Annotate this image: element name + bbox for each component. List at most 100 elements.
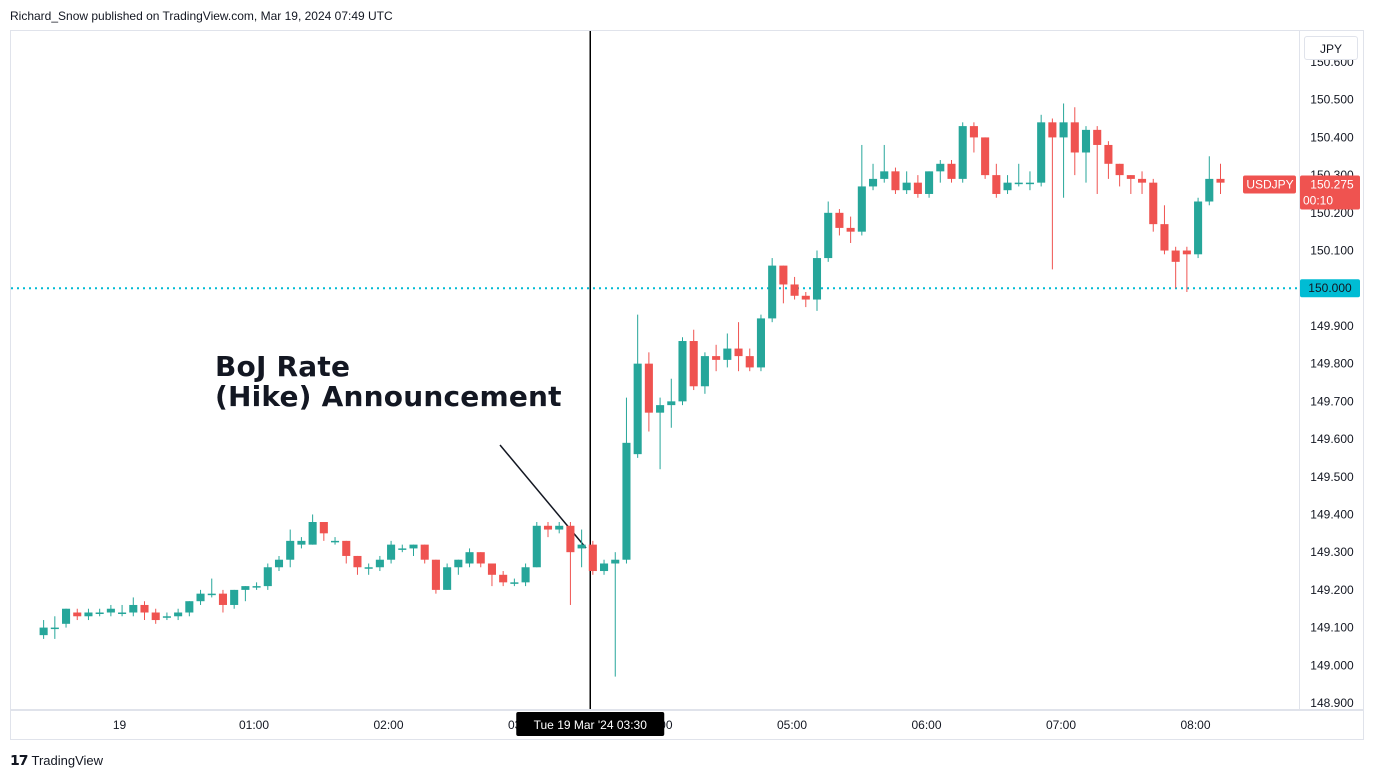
candle-body [902, 182, 911, 191]
candle-body [420, 544, 429, 560]
time-tick-label: 06:00 [911, 718, 941, 732]
candle-body [353, 555, 362, 568]
candle-body [678, 341, 687, 402]
candle-body [880, 171, 889, 179]
footer-brand[interactable]: 𝟭𝟳 TradingView [10, 752, 103, 769]
candle-body [443, 567, 452, 590]
candle-body [857, 186, 866, 232]
candle-body [689, 341, 698, 387]
price-axis[interactable] [1299, 30, 1364, 710]
candle-body [835, 212, 844, 228]
last-price-label: 150.275 [1310, 178, 1354, 192]
candle-body [398, 548, 407, 550]
candle-body [656, 405, 665, 413]
candle-body [1216, 178, 1225, 183]
candle-body [95, 612, 104, 615]
crosshair-time-tag [516, 712, 665, 736]
candle-body [969, 126, 978, 138]
annotation-line-1: BoJ Rate [215, 350, 351, 383]
candle-body [700, 356, 709, 387]
candle-body [118, 612, 127, 615]
candle-body [308, 522, 317, 545]
candle-body [1138, 178, 1147, 183]
candle-body [1171, 250, 1180, 262]
candle-body [375, 559, 384, 568]
candle-body [1182, 250, 1191, 255]
candle-body [588, 544, 597, 572]
candle-body [846, 227, 855, 232]
candle-body [622, 442, 631, 560]
candle-body [566, 525, 575, 553]
candle-body [1126, 175, 1135, 179]
candle-body [297, 540, 306, 545]
candle-body [230, 589, 239, 605]
candle-body [252, 586, 261, 588]
candle-body [745, 356, 754, 368]
price-tick-label: 149.000 [1310, 658, 1354, 672]
price-tick-label: 149.700 [1310, 394, 1354, 408]
candle-body [364, 567, 373, 569]
candle-body [925, 171, 934, 194]
candle-body [1160, 224, 1169, 251]
candle-body [790, 284, 799, 296]
candle-body [499, 574, 508, 583]
level-price-label: 150.000 [1308, 281, 1352, 295]
price-tick-label: 149.400 [1310, 507, 1354, 521]
candle-body [600, 563, 609, 572]
time-tick-label: 05:00 [777, 718, 807, 732]
symbol-label: USDJPY [1246, 178, 1293, 192]
candle-body [1070, 122, 1079, 153]
time-tick-label: 19 [113, 718, 127, 732]
symbol-tag [1243, 175, 1296, 194]
candle-body [241, 586, 250, 590]
candle-body [958, 126, 967, 179]
candle-body [1149, 182, 1158, 225]
candle-body [39, 627, 48, 636]
candle-body [476, 552, 485, 564]
level-price-tag [1300, 279, 1360, 298]
time-tick-label: 02:00 [373, 718, 403, 732]
candle-body [50, 627, 59, 630]
price-tick-label: 149.600 [1310, 432, 1354, 446]
candle-body [543, 525, 553, 530]
candle-body [1003, 182, 1012, 191]
candle-body [712, 356, 721, 360]
candle-body [431, 559, 440, 590]
candle-body [869, 178, 878, 187]
currency-selector[interactable]: JPY [1304, 36, 1358, 60]
candle-body [521, 567, 530, 583]
price-tick-label: 148.900 [1310, 696, 1354, 710]
candle-body [1048, 122, 1057, 138]
candle-body [633, 363, 642, 455]
candle-body [734, 348, 743, 357]
candle-body [891, 171, 900, 191]
candle-body [1037, 122, 1046, 183]
candle-body [824, 212, 833, 259]
price-tick-label: 149.200 [1310, 583, 1354, 597]
chart-pane[interactable] [10, 30, 1299, 710]
time-axis[interactable] [10, 710, 1364, 740]
candle-body [1205, 178, 1214, 202]
candle-body [140, 604, 149, 613]
candle-body [286, 540, 295, 560]
annotation-line-2: (Hike) Announcement [215, 380, 562, 413]
candle-body [129, 604, 138, 613]
candle-body [1014, 182, 1023, 185]
candle-body [151, 612, 160, 621]
last-price-tag [1300, 175, 1360, 210]
candle-body [555, 525, 564, 530]
price-tick-label: 150.400 [1310, 130, 1354, 144]
candle-body [263, 567, 272, 587]
candle-body [644, 363, 653, 413]
candle-body [319, 522, 328, 534]
price-tick-label: 149.300 [1310, 545, 1354, 559]
time-tick-label: 07:00 [1046, 718, 1076, 732]
candle-body [768, 265, 777, 319]
candle-body [1115, 163, 1124, 176]
candle-body [454, 559, 463, 568]
candle-body [185, 601, 194, 613]
candle-body [174, 612, 183, 617]
candle-body [532, 525, 541, 568]
crosshair-time-label: Tue 19 Mar '24 03:30 [534, 718, 648, 732]
